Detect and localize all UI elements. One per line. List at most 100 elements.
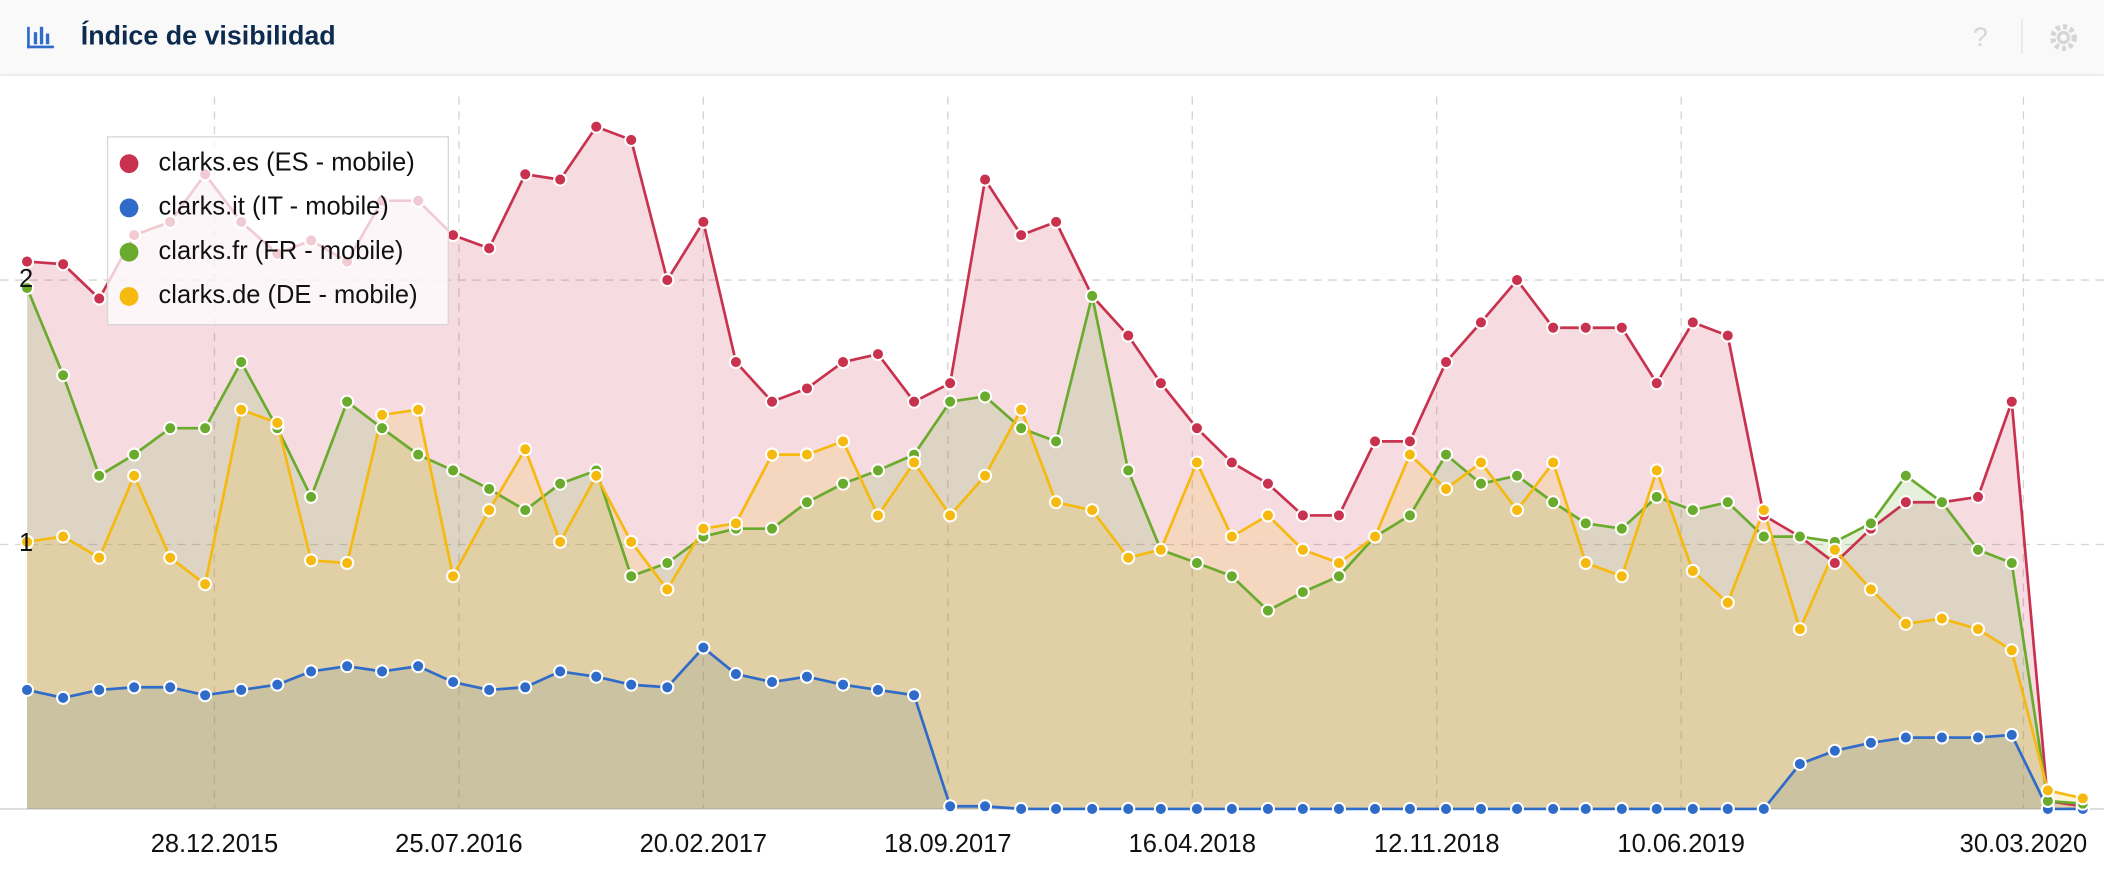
series-area [27,126,2083,809]
data-point [1085,503,1100,518]
settings-icon[interactable] [2050,24,2077,51]
data-point [56,529,71,544]
data-point [1685,315,1700,330]
data-point [907,394,922,409]
data-point [1578,555,1593,571]
legend-label: clarks.it (IT - mobile) [159,193,389,221]
data-point [1756,529,1771,544]
data-point [1510,503,1525,518]
data-point [411,402,426,417]
data-point [446,674,461,690]
data-point [1510,468,1525,483]
data-point [978,799,993,814]
legend-marker [119,242,139,262]
data-point [728,516,743,531]
data-point [943,799,958,814]
data-point [1295,801,1310,816]
data-point [19,534,35,549]
data-point [1438,481,1454,497]
data-point [799,669,815,684]
data-point [163,421,178,436]
legend-marker [119,287,139,306]
data-point [1295,585,1310,600]
data-point [234,402,249,417]
data-point [764,394,780,409]
data-point [1510,801,1525,816]
data-point [696,214,711,229]
data-point [1260,801,1275,816]
data-point [1546,455,1561,470]
legend: clarks.es (ES - mobile) clarks.it (IT - m… [106,136,449,326]
data-point [1331,801,1346,816]
header-bar [0,0,2104,76]
data-point [624,569,639,584]
data-point [978,172,993,187]
data-point [978,468,993,483]
data-point [589,669,604,684]
data-point [1121,463,1136,478]
data-point [1578,516,1593,531]
data-point [127,468,142,483]
data-point [1014,801,1029,816]
data-point [1970,622,1986,637]
data-point [1260,508,1275,523]
data-point [836,677,851,692]
data-point [2040,783,2055,798]
data-point [92,468,107,483]
data-point [127,447,142,462]
data-point [1331,555,1346,571]
data-point [1153,376,1168,391]
data-point [553,476,568,491]
x-tick-label: 28.12.2015 [151,830,278,858]
data-point [1085,801,1100,816]
data-point [1934,611,1949,626]
data-point [870,347,886,362]
data-point [92,682,107,697]
data-point [764,674,780,690]
data-point [1898,495,1913,510]
data-point [660,555,675,571]
data-point [1685,563,1700,578]
data-point [375,664,390,679]
data-point [1189,555,1204,571]
data-point [1578,801,1593,816]
data-point [2004,643,2019,658]
data-point [92,550,107,565]
data-point [1189,421,1204,436]
data-point [2004,555,2019,571]
data-point [163,680,178,695]
data-point [764,447,780,462]
data-point [304,664,319,679]
x-tick-label: 12.11.2018 [1374,830,1500,858]
data-point [553,172,568,187]
data-point [660,582,675,597]
data-point [482,481,497,497]
data-point [198,577,213,592]
data-point [696,640,711,655]
y-tick-label: 1 [19,529,33,557]
data-point [1367,801,1383,816]
data-point [198,688,213,703]
legend-marker [119,198,139,218]
data-point [1827,555,1842,571]
data-point [1649,463,1664,478]
data-point [1934,495,1949,510]
x-tick-label: 16.04.2018 [1129,830,1256,858]
data-point [1970,489,1986,504]
data-point [1970,730,1986,745]
data-point [836,355,851,370]
data-point [728,355,743,370]
data-point [1295,542,1310,557]
data-point [1402,508,1417,523]
data-point [1121,328,1136,343]
help-icon[interactable]: ? [1973,22,1988,52]
data-point [1649,376,1664,391]
data-point [1827,542,1842,557]
data-point [870,682,886,697]
x-tick-label: 10.06.2019 [1617,830,1744,858]
y-tick-label: 2 [19,265,33,293]
data-point [799,495,815,510]
data-point [270,415,285,430]
data-point [19,280,35,296]
